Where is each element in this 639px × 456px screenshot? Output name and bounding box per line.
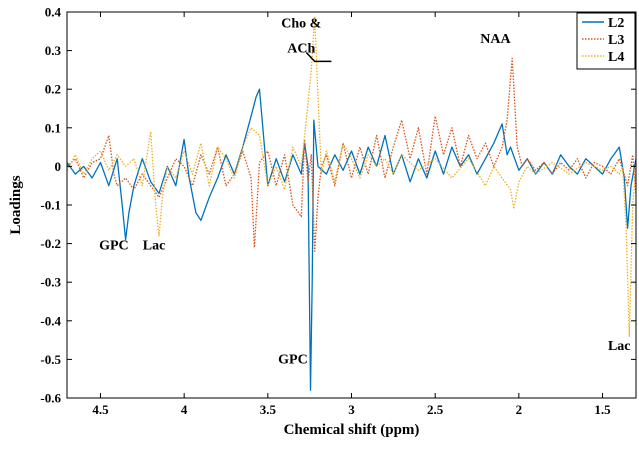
y-tick-label: 0.1 bbox=[45, 120, 61, 135]
x-tick-label: 2 bbox=[516, 402, 523, 417]
legend-label-l3: L3 bbox=[608, 33, 624, 48]
annotation-label: NAA bbox=[480, 32, 511, 47]
y-tick-label: -0.6 bbox=[40, 391, 61, 406]
y-tick-label: -0.1 bbox=[40, 198, 61, 213]
x-tick-label: 4 bbox=[181, 402, 188, 417]
y-axis-label: Loadings bbox=[8, 175, 24, 234]
series-line-l2 bbox=[67, 88, 636, 391]
legend-label-l2: L2 bbox=[608, 16, 624, 31]
series-line-l4 bbox=[67, 15, 636, 337]
x-tick-label: 4.5 bbox=[92, 402, 109, 417]
annotation-label: GPC bbox=[278, 352, 308, 367]
ticks-layer: 4.5 4 3.5 3 2.5 2 1.5 0.4 0.3 0.2 0.1 0 -0.1 -0.2 -0.3… bbox=[40, 5, 636, 417]
legend-label-l4: L4 bbox=[608, 50, 624, 65]
y-tick-label: -0.2 bbox=[40, 236, 61, 251]
y-tick-label: -0.3 bbox=[40, 275, 61, 290]
series-layer bbox=[67, 15, 636, 391]
y-tick-label: 0.4 bbox=[45, 5, 62, 20]
y-tick-label: 0.2 bbox=[45, 82, 61, 97]
annotation-pointer bbox=[305, 51, 332, 63]
y-tick-label: -0.5 bbox=[40, 352, 61, 367]
y-tick-label: 0.3 bbox=[45, 43, 62, 58]
y-tick-label: -0.4 bbox=[40, 313, 61, 328]
legend: L2 L3 L4 bbox=[576, 12, 636, 70]
annotation-label: Cho & bbox=[281, 16, 321, 31]
x-tick-label: 3.5 bbox=[260, 402, 277, 417]
y-tick-label: 0 bbox=[55, 159, 62, 174]
annotation-label: Lac bbox=[143, 238, 166, 253]
x-axis-label: Chemical shift (ppm) bbox=[284, 422, 420, 438]
annotation-label: GPC bbox=[99, 238, 129, 253]
x-tick-label: 3 bbox=[348, 402, 355, 417]
annotation-label: Lac bbox=[608, 339, 631, 354]
annotation-label: ACh bbox=[287, 42, 315, 57]
annotations-layer: GPC Lac Cho & ACh NAA GPC Lac bbox=[99, 16, 630, 367]
x-tick-label: 2.5 bbox=[427, 402, 444, 417]
x-tick-label: 1.5 bbox=[594, 402, 611, 417]
